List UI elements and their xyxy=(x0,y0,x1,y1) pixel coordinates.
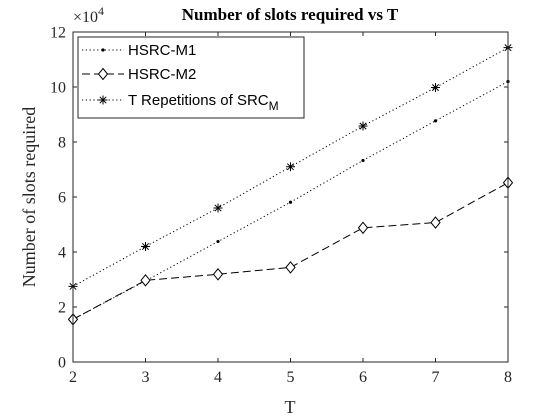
x-tick-label: 6 xyxy=(359,369,367,386)
legend-label-text: HSRC-M1 xyxy=(128,42,196,59)
y-axis-exponent: ×104 xyxy=(73,4,104,26)
y-exponent-base: ×10 xyxy=(73,9,98,26)
y-tick-label: 4 xyxy=(58,245,66,262)
legend-marker xyxy=(97,67,109,81)
data-point xyxy=(212,267,224,281)
x-tick-label: 8 xyxy=(504,369,512,386)
data-point xyxy=(288,200,293,204)
x-tick-label: 5 xyxy=(287,369,295,386)
y-tick-label: 10 xyxy=(50,80,66,97)
x-tick-label: 2 xyxy=(69,369,77,386)
y-tick-label: 8 xyxy=(58,135,66,152)
legend-item-2: HSRC-M2 xyxy=(82,66,196,83)
y-tick-label: 12 xyxy=(50,25,66,42)
data-point xyxy=(141,242,150,251)
data-point xyxy=(285,261,296,274)
data-point xyxy=(431,83,440,93)
y-tick-label: 6 xyxy=(58,190,66,207)
legend-label: T Repetitions of SRCM xyxy=(128,92,279,113)
data-point xyxy=(140,274,151,287)
chart-title: Number of slots required vs T xyxy=(182,5,399,24)
data-point xyxy=(357,221,369,235)
series-layer xyxy=(67,43,514,326)
legend-label: HSRC-M2 xyxy=(128,66,196,83)
y-axis-label: Number of slots required xyxy=(19,107,39,287)
x-tick-label: 7 xyxy=(432,369,440,386)
data-point xyxy=(213,203,223,213)
data-point xyxy=(286,162,295,172)
y-tick-label: 2 xyxy=(58,300,66,317)
x-axis-label: T xyxy=(285,397,296,417)
legend-label: HSRC-M1 xyxy=(128,42,196,59)
y-tick-label: 0 xyxy=(58,355,66,372)
data-point xyxy=(358,121,368,131)
legend-item-3: T Repetitions of SRCM xyxy=(82,92,279,113)
legend-item-1: HSRC-M1 xyxy=(82,42,196,59)
legend-label-text: T Repetitions of SRC xyxy=(128,92,269,109)
series-2 xyxy=(67,176,514,326)
legend: HSRC-M1 HSRC-M2 T Repetitions of SRCM xyxy=(77,36,305,119)
data-point xyxy=(430,216,441,229)
data-point xyxy=(361,158,365,163)
x-tick-label: 3 xyxy=(142,369,150,386)
data-point xyxy=(433,119,438,123)
legend-label-text: HSRC-M2 xyxy=(128,66,196,83)
data-point xyxy=(216,239,220,244)
x-tick-label: 4 xyxy=(214,369,222,386)
legend-label-subscript: M xyxy=(269,99,279,113)
legend-marker xyxy=(101,48,105,52)
y-exponent-power: 4 xyxy=(98,4,104,18)
legend-box xyxy=(77,36,305,119)
legend-marker xyxy=(98,95,108,105)
